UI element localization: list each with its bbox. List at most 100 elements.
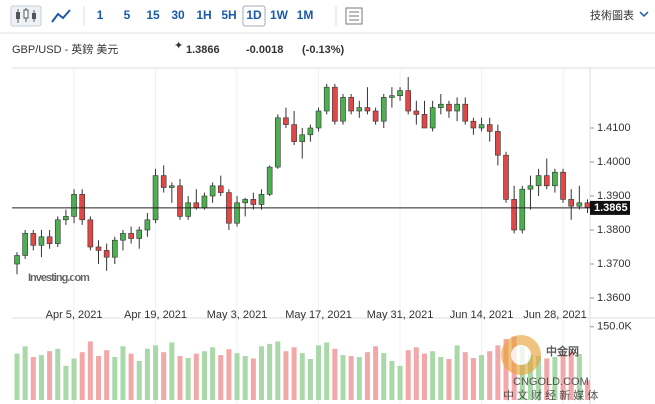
candle-body (193, 202, 200, 209)
volume-bar (413, 347, 419, 400)
interval-button[interactable]: 1H (196, 8, 211, 22)
volume-bar (112, 357, 118, 400)
y-tick-label: 1.4000 (597, 156, 631, 168)
candle-body (128, 233, 134, 239)
candle-body (348, 97, 354, 112)
interval-button[interactable]: 15 (146, 8, 160, 22)
interval-button[interactable]: 1W (270, 8, 289, 22)
volume-bar (136, 360, 142, 400)
candle-body (486, 124, 493, 132)
y-tick-label: 1.4100 (597, 122, 631, 134)
volume-bar (177, 356, 183, 400)
volume-bar (47, 351, 53, 400)
candle-body (63, 216, 69, 221)
x-tick-label: May 17, 2021 (285, 309, 352, 321)
candle-body (87, 219, 94, 248)
dropdown-arrow[interactable] (639, 11, 649, 18)
line-icon[interactable] (51, 9, 71, 23)
volume-bar (120, 346, 126, 400)
volume-bar (226, 349, 232, 400)
y-tick-label: 1.3700 (597, 258, 631, 270)
candle-body (462, 103, 469, 122)
volume-bar (381, 353, 387, 400)
cngold-watermark: 中金网 CNGOLD.COM 中 文 财 经 新 媒 体 (501, 335, 598, 402)
candle-body (71, 194, 77, 217)
candle-body (380, 97, 387, 122)
candle-body (30, 233, 37, 246)
volume-bar (30, 357, 36, 400)
candle-body (470, 120, 477, 129)
volume-bar (470, 358, 476, 400)
candle-body (299, 134, 306, 142)
candle-icon[interactable] (10, 5, 42, 27)
candle-body (421, 114, 428, 129)
interval-button[interactable]: 30 (171, 8, 185, 22)
candle-body (535, 175, 542, 187)
interval-button[interactable]: 1 (97, 8, 104, 22)
volume-bar (259, 346, 264, 400)
active-interval-box (242, 5, 266, 27)
candle-body (364, 107, 371, 112)
candle-body (266, 166, 273, 195)
candle-body (112, 239, 118, 258)
volume-bar (218, 355, 224, 400)
candle-body (38, 236, 45, 246)
interval-button[interactable]: 5H (221, 8, 236, 22)
volume-bar (397, 365, 403, 400)
x-tick-label: Jun 14, 2021 (450, 309, 514, 321)
candle-body (560, 171, 566, 200)
symbol: GBP/USD - 英鎊 美元 (12, 42, 118, 56)
candle-body (552, 171, 558, 187)
candle-body (519, 188, 526, 231)
candle-body (234, 202, 240, 224)
interval-button[interactable]: 5 (124, 8, 131, 22)
candle-body (201, 195, 208, 209)
x-tick-label: May 31, 2021 (367, 309, 434, 321)
volume-bar (479, 355, 485, 400)
candle-body (152, 175, 159, 221)
cn-logo: 中金网 (546, 344, 579, 358)
candle-body (356, 107, 363, 112)
candle-body (332, 86, 338, 122)
cn-site: CNGOLD.COM (513, 376, 589, 388)
volume-bar (185, 358, 191, 400)
candle-body (46, 236, 53, 244)
candle-body (323, 86, 330, 112)
candle-body (54, 219, 61, 244)
toolbar (0, 0, 655, 32)
volume-bar (38, 355, 44, 400)
candle-body (495, 131, 501, 156)
volume-bar (405, 350, 411, 400)
table-icon[interactable] (345, 7, 363, 25)
volume-bar (291, 347, 297, 400)
chart-link[interactable]: 技術圖表 (590, 8, 634, 22)
candle-body (454, 103, 460, 112)
candle-body (511, 199, 517, 231)
volume-bar (544, 358, 550, 400)
candle-body (340, 97, 346, 122)
price: 1.3866 (186, 44, 220, 56)
alert-icon[interactable]: ✦ (174, 40, 183, 52)
volume-bar (324, 342, 330, 400)
candle-body (22, 233, 28, 256)
candle-body (283, 117, 289, 125)
candle-body (478, 124, 485, 129)
price-label: 1.3865 (594, 202, 628, 214)
volume-bar (234, 353, 240, 400)
candle-body (503, 154, 509, 200)
candle-body (397, 90, 403, 96)
volume-bar (153, 345, 159, 400)
candle-body (95, 246, 102, 251)
volume-bar (275, 341, 281, 400)
candle-body (177, 185, 183, 217)
candle-body (291, 124, 297, 142)
interval-button[interactable]: 1M (297, 8, 314, 22)
volume-bar (332, 348, 338, 400)
volume-bar (14, 353, 20, 400)
candle-body (527, 185, 534, 190)
interval-button[interactable]: 1D (246, 8, 262, 22)
volume-bar (495, 345, 501, 400)
volume-bar (22, 346, 28, 400)
candle-body (413, 110, 420, 115)
volume-bar (307, 359, 313, 400)
